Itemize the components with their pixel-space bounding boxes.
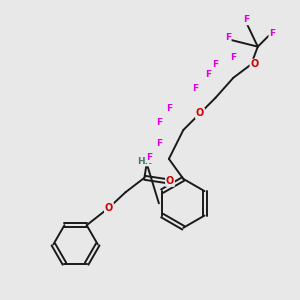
Text: F: F (166, 104, 172, 113)
Text: HN: HN (137, 157, 152, 166)
Text: F: F (230, 53, 236, 62)
Text: O: O (166, 176, 174, 186)
Text: F: F (212, 60, 219, 69)
Text: F: F (156, 118, 162, 127)
Text: O: O (105, 203, 113, 213)
Text: F: F (225, 33, 231, 42)
Text: O: O (250, 59, 259, 69)
Text: O: O (196, 108, 204, 118)
Text: F: F (244, 16, 250, 25)
Text: F: F (146, 153, 152, 162)
Text: F: F (193, 84, 199, 93)
Text: F: F (269, 29, 275, 38)
Text: F: F (156, 139, 162, 148)
Text: F: F (205, 70, 211, 79)
